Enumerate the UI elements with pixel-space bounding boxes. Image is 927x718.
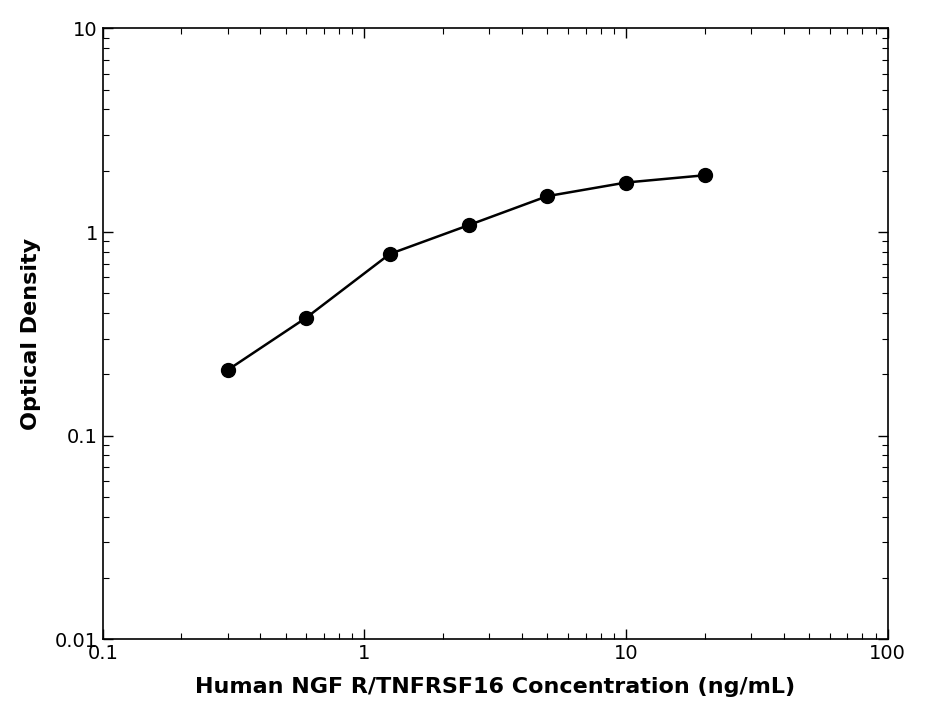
- Y-axis label: Optical Density: Optical Density: [20, 238, 41, 430]
- X-axis label: Human NGF R/TNFRSF16 Concentration (ng/mL): Human NGF R/TNFRSF16 Concentration (ng/m…: [196, 677, 795, 697]
